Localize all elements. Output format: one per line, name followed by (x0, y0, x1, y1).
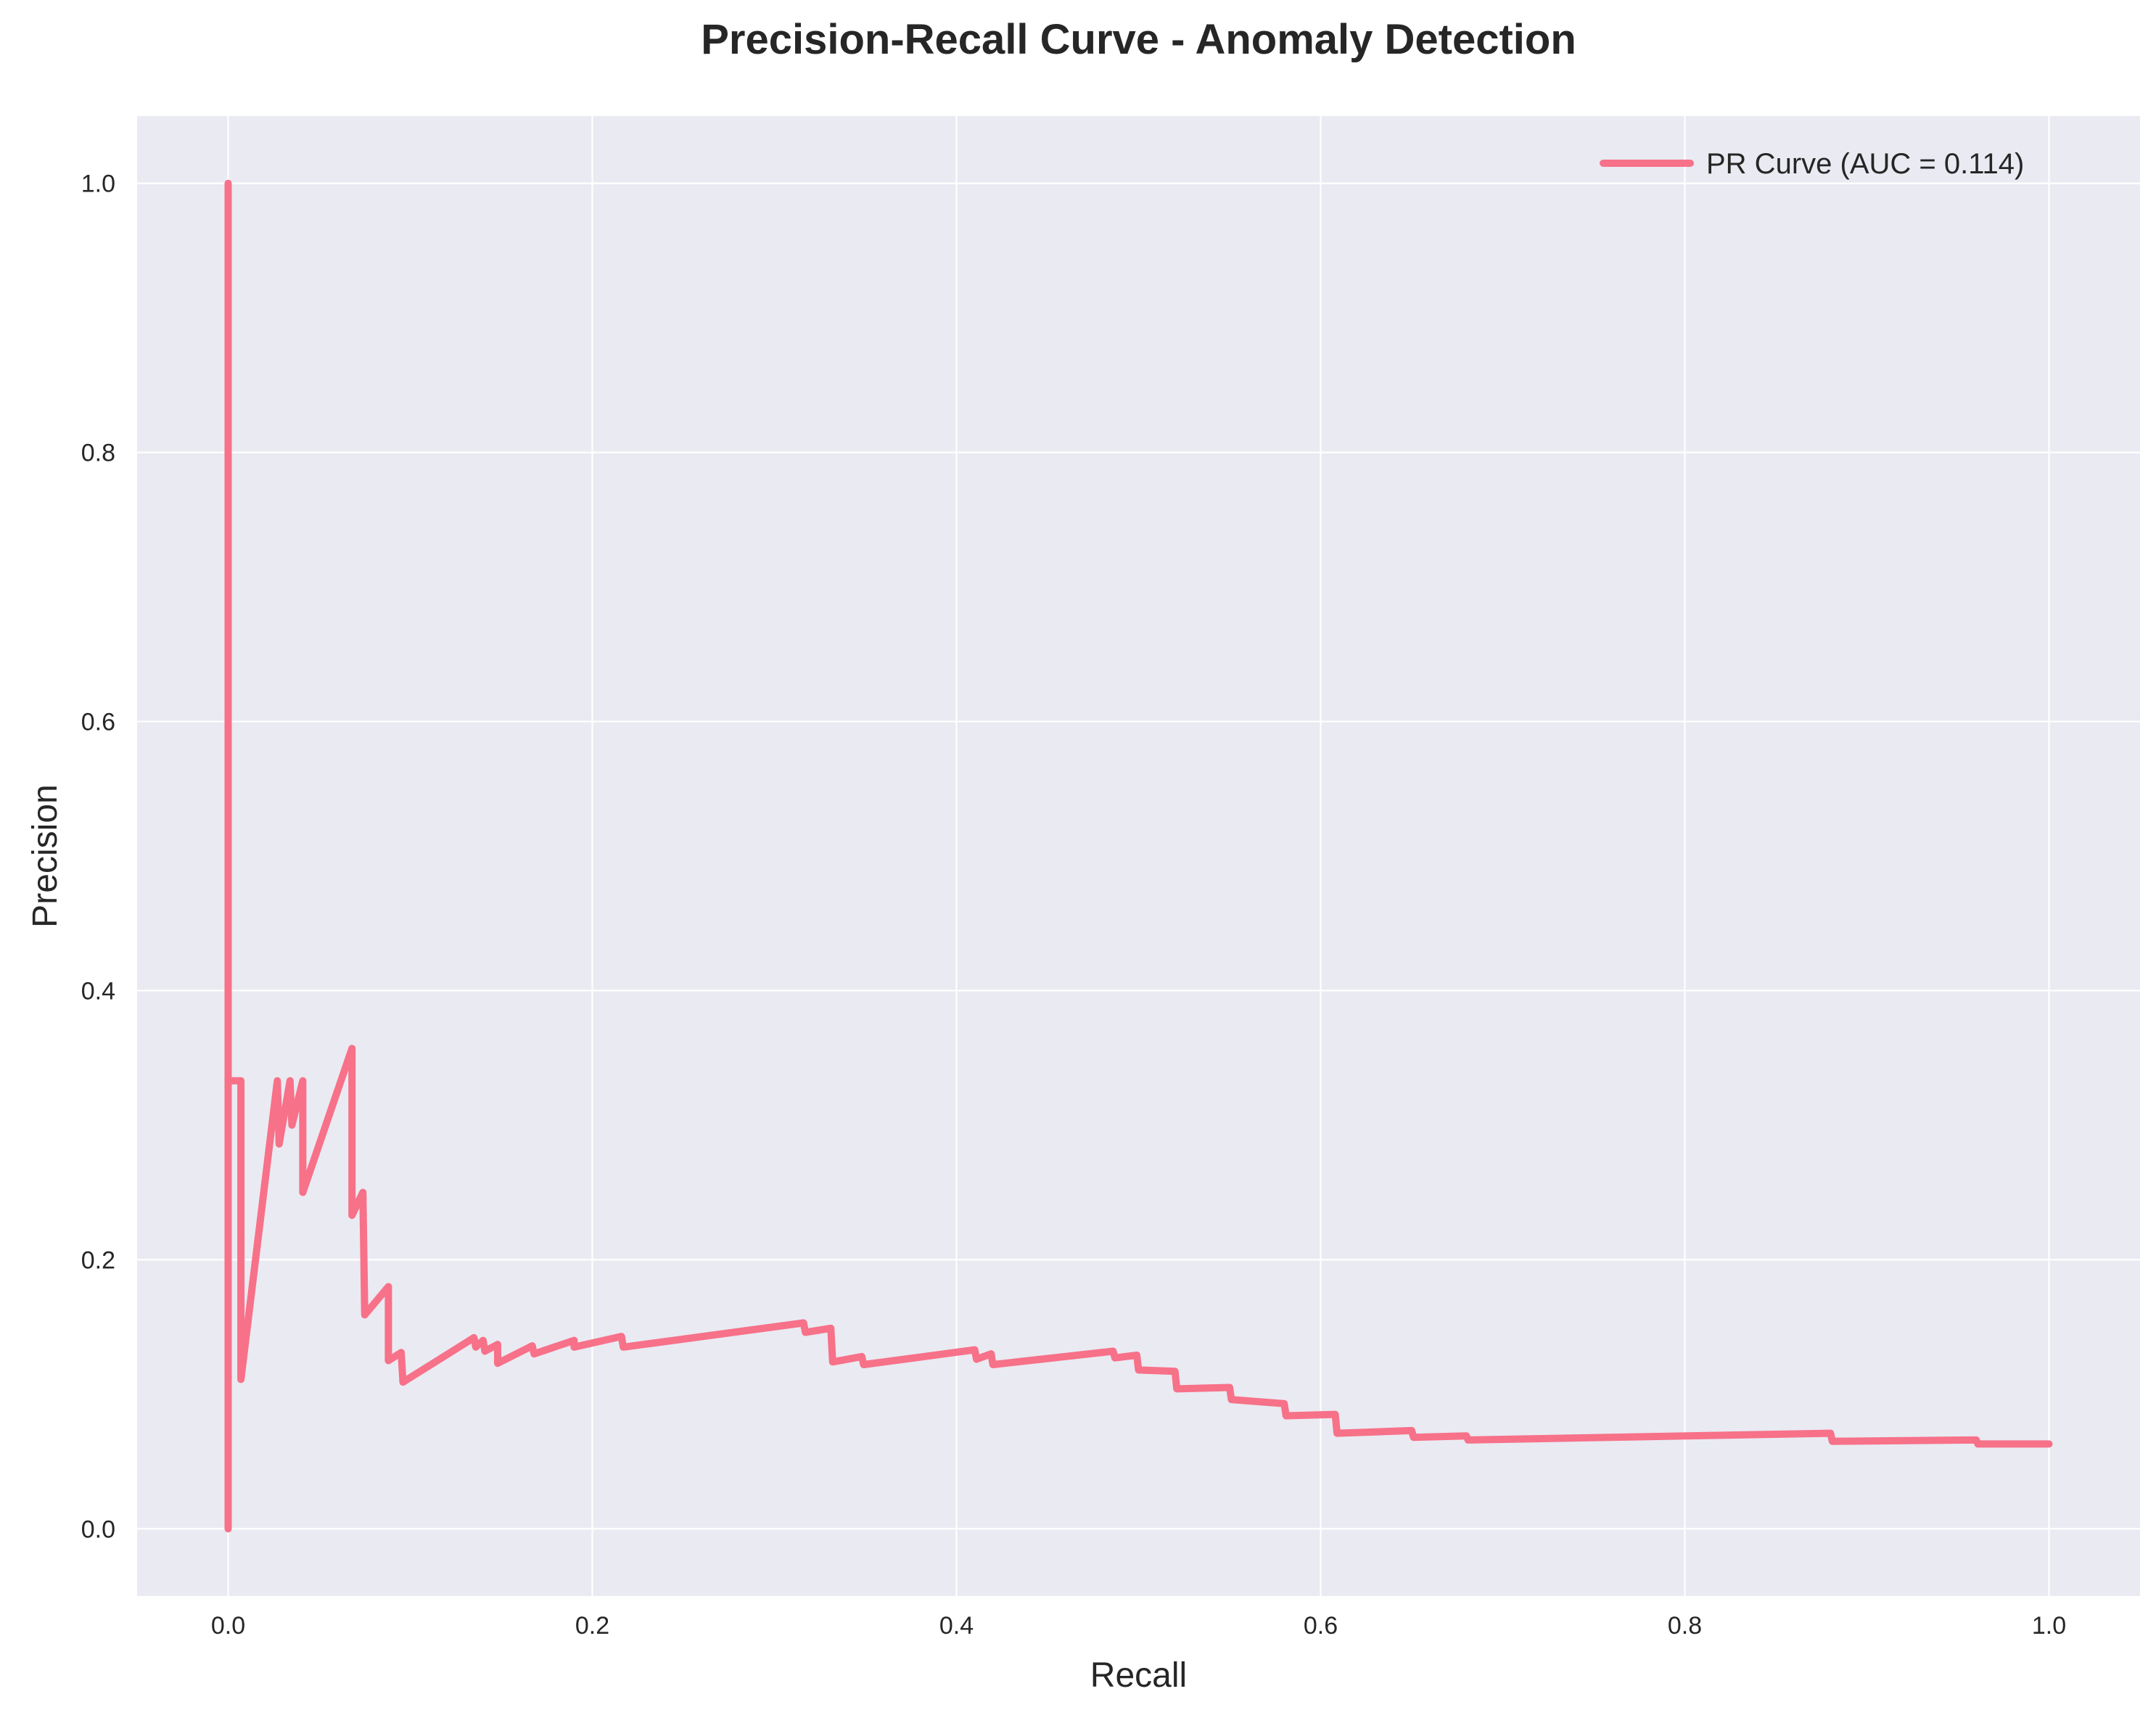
x-tick-label: 0.0 (211, 1612, 245, 1640)
y-axis-label: Precision (26, 784, 65, 927)
grid-lines (137, 116, 2140, 1596)
y-tick-label: 0.6 (81, 709, 115, 736)
legend-label-pr-curve: PR Curve (AUC = 0.114) (1706, 148, 2024, 180)
x-tick-label: 0.4 (939, 1612, 974, 1640)
plot-area (137, 116, 2140, 1596)
x-tick-label: 0.6 (1304, 1612, 1338, 1640)
x-tick-label: 1.0 (2032, 1612, 2066, 1640)
y-tick-label: 0.2 (81, 1246, 115, 1274)
x-tick-label: 0.8 (1668, 1612, 1702, 1640)
series-layer (224, 179, 2053, 1533)
y-tick-label: 0.0 (81, 1516, 115, 1543)
legend: PR Curve (AUC = 0.114) (1600, 148, 2024, 180)
y-tick-label: 0.8 (81, 440, 115, 467)
series-line-pr-curve (224, 179, 2053, 1533)
y-tick-label: 1.0 (81, 170, 115, 198)
x-tick-label: 0.2 (575, 1612, 609, 1640)
y-tick-label: 0.4 (81, 977, 115, 1005)
x-axis-label: Recall (1090, 1656, 1187, 1695)
tick-labels: 0.0 0.2 0.4 0.6 0.8 1.0 0.0 0.2 0.4 0.6 0.8 1.0 (81, 170, 2066, 1640)
chart-title: Precision-Recall Curve - Anomaly Detecti… (701, 16, 1576, 63)
